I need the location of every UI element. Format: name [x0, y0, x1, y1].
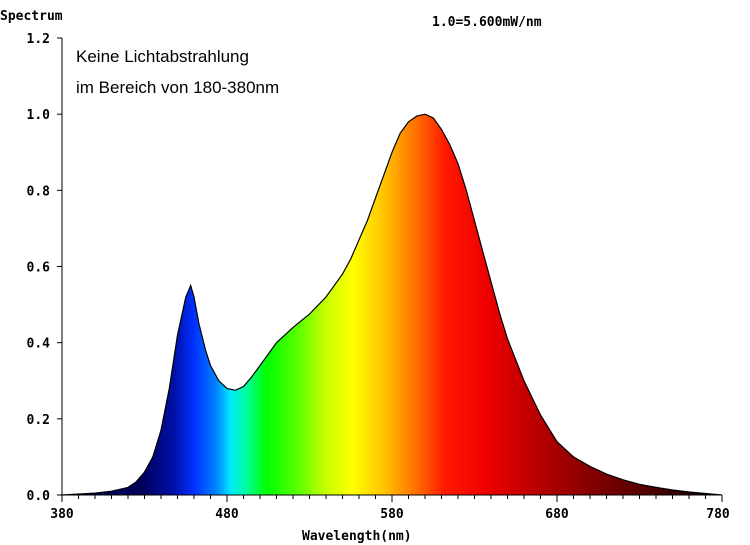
- y-tick-label: 0.4: [27, 337, 51, 352]
- annotation-line-2: im Bereich von 180-380nm: [76, 78, 279, 97]
- x-tick-label: 580: [380, 507, 404, 522]
- annotation-line-1: Keine Lichtabstrahlung: [76, 47, 249, 66]
- x-axis-label: Wavelength(nm): [302, 529, 412, 544]
- x-tick-label: 680: [545, 507, 569, 522]
- scale-note: 1.0=5.600mW/nm: [432, 15, 542, 30]
- y-tick-label: 0.6: [27, 261, 51, 276]
- y-tick-label: 1.0: [27, 108, 51, 123]
- spectrum-outline: [61, 113, 723, 496]
- y-tick-label: 0.2: [27, 413, 50, 428]
- x-tick-label: 480: [215, 507, 239, 522]
- axis-ticks: 0.0 0.2 0.4 0.6 0.8 1.0 1.2 380 480 580 680 780: [27, 32, 730, 522]
- x-tick-label: 380: [50, 507, 74, 522]
- y-axis-label: Spectrum: [0, 9, 63, 24]
- x-tick-label: 780: [706, 507, 730, 522]
- y-tick-label: 1.2: [27, 32, 50, 47]
- spectrum-area: [62, 114, 722, 495]
- y-tick-label: 0.8: [27, 184, 51, 199]
- y-tick-label: 0.0: [27, 489, 51, 504]
